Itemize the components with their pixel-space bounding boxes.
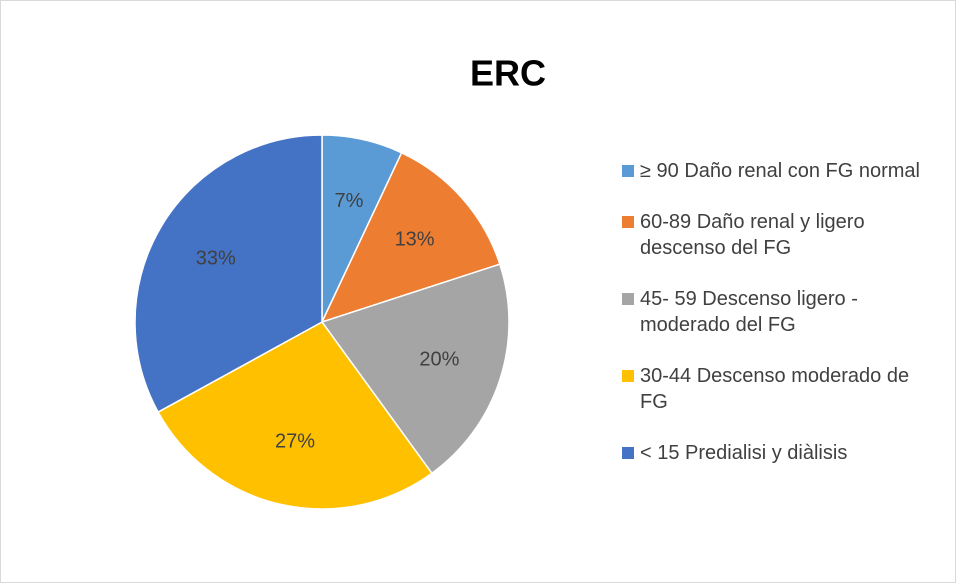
data-label: 27% [275, 431, 315, 453]
pie-slice [157, 321, 433, 510]
legend-label: 30-44 Descenso moderado de FG [640, 365, 910, 413]
legend-swatch [622, 447, 634, 459]
legend-label: 45- 59 Descenso ligero - moderado del FG [640, 288, 858, 336]
legend-entry: 30-44 Descenso moderado de FG [620, 363, 940, 415]
data-label: 7% [334, 190, 363, 212]
legend-label: 60-89 Daño renal y ligero descenso del F… [640, 211, 865, 259]
legend-swatch [622, 165, 634, 177]
legend-entry: 45- 59 Descenso ligero - moderado del FG [620, 286, 940, 338]
legend-entry: 60-89 Daño renal y ligero descenso del F… [620, 209, 940, 261]
data-label: 20% [419, 348, 459, 370]
legend-swatch [622, 370, 634, 382]
legend-label: ≥ 90 Daño renal con FG normal [640, 160, 920, 182]
legend-swatch [622, 293, 634, 305]
chart-title: ERC [470, 53, 546, 94]
data-label: 33% [196, 247, 236, 269]
pie-slice [320, 151, 501, 324]
legend-entry: < 15 Predialisi y diàlisis [620, 440, 940, 466]
pie-slice [320, 263, 510, 475]
pie-slice [134, 134, 323, 414]
legend-label: < 15 Predialisi y diàlisis [640, 442, 848, 464]
data-label: 13% [395, 229, 435, 251]
legend-entry: ≥ 90 Daño renal con FG normal [620, 158, 940, 184]
legend-swatch [622, 216, 634, 228]
legend: ≥ 90 Daño renal con FG normal 60-89 Daño … [620, 158, 940, 491]
